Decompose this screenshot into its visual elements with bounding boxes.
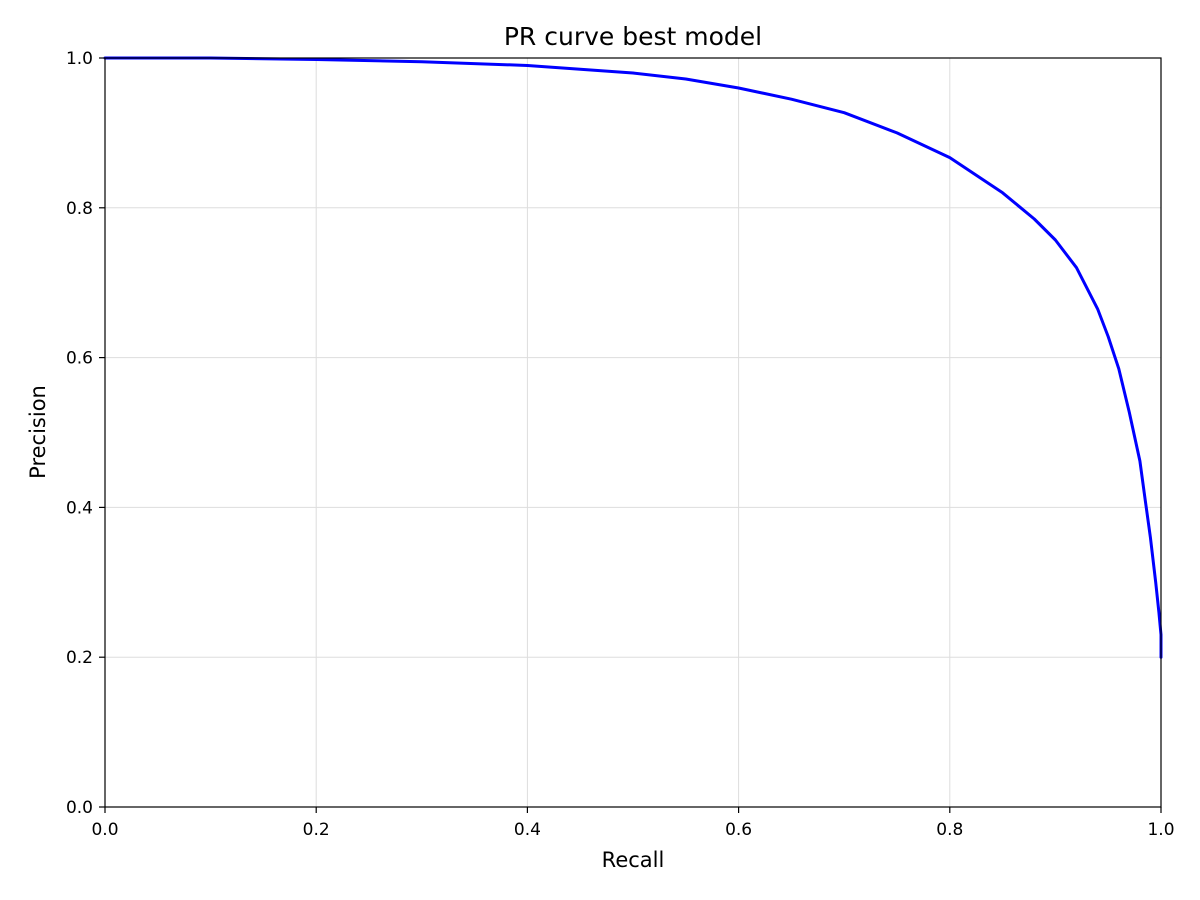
y-axis-title: Precision — [26, 385, 50, 479]
y-tick-label: 0.4 — [66, 498, 93, 518]
y-tick-label: 0.8 — [66, 199, 93, 219]
y-tick-label: 0.6 — [66, 349, 93, 369]
y-tick-label: 1.0 — [66, 49, 93, 69]
x-tick-label: 0.4 — [514, 820, 541, 840]
x-axis-title: Recall — [602, 848, 665, 872]
x-tick-label: 0.2 — [303, 820, 330, 840]
y-tick-label: 0.2 — [66, 648, 93, 668]
x-tick-label: 0.6 — [725, 820, 752, 840]
x-tick-label: 0.8 — [936, 820, 963, 840]
curve-layer — [103, 56, 1163, 659]
y-tick-label: 0.0 — [66, 798, 93, 818]
x-tick-label: 1.0 — [1147, 820, 1174, 840]
plot-frame — [104, 57, 1162, 808]
pr-curve-line — [103, 56, 1163, 659]
axis-ticks: 0.0 0.2 0.4 0.6 0.8 1.0 0.0 0.2 0.4 0.6 0.8 1.0 — [66, 49, 1175, 840]
x-tick-label: 0.0 — [91, 820, 118, 840]
chart-title: PR curve best model — [504, 22, 762, 51]
